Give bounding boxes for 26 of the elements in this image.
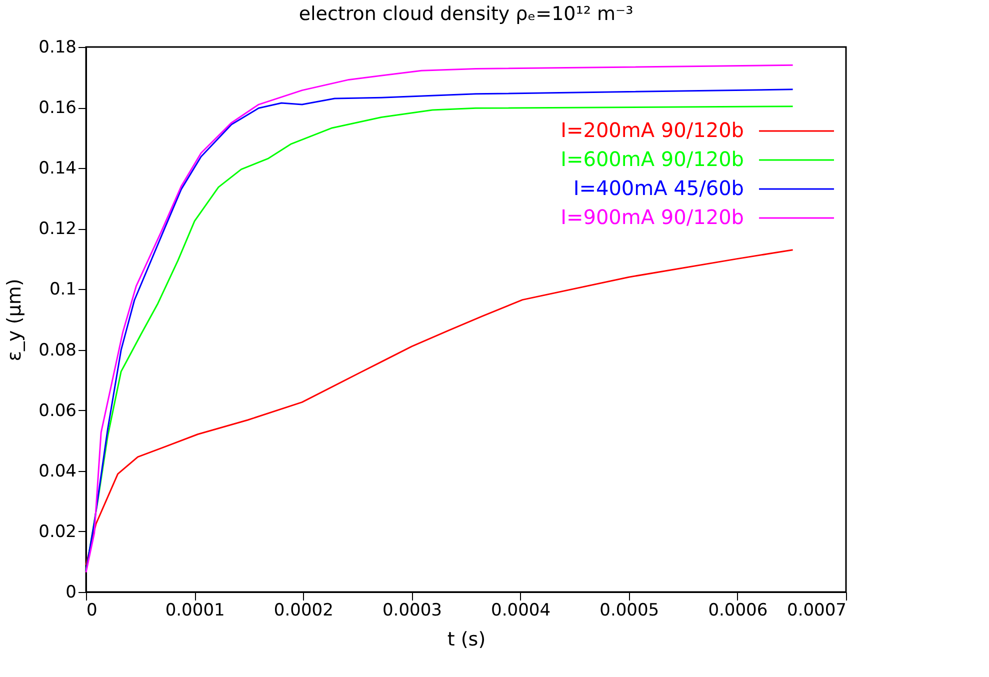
y-tick-label: 0.04 <box>38 461 76 482</box>
y-tick-label: 0.18 <box>38 38 76 58</box>
x-tick-label: 0.0007 <box>787 600 846 620</box>
y-tick-label: 0.14 <box>38 158 76 179</box>
legend-label: I=200mA 90/120b <box>560 118 744 142</box>
y-axis-title: ε_y (μm) <box>4 278 26 362</box>
y-tick-label: 0.06 <box>38 400 76 421</box>
legend-label: I=600mA 90/120b <box>560 147 744 171</box>
line-series <box>85 249 794 566</box>
chart-title: electron cloud density ρₑ=10¹² m⁻³ <box>298 3 634 25</box>
x-tick-label: 0.0004 <box>491 600 551 620</box>
y-tick-label: 0.12 <box>38 219 76 240</box>
x-tick-label: 0.0002 <box>274 600 334 620</box>
legend-label: I=400mA 45/60b <box>573 176 744 200</box>
x-tick-label: 0.0005 <box>600 600 660 620</box>
y-tick-label: 0.16 <box>38 98 76 118</box>
x-tick-label: 0 <box>86 600 98 620</box>
y-tick-label: 0.1 <box>49 280 76 300</box>
x-tick-label: 0.0006 <box>708 600 768 620</box>
y-tick-label: 0.08 <box>38 340 76 360</box>
x-axis-title: t (s) <box>447 628 486 650</box>
legend-label: I=900mA 90/120b <box>560 205 744 229</box>
y-tick-label: 0.02 <box>38 522 76 542</box>
y-tick-label: 0 <box>66 582 76 602</box>
x-tick-label: 0.0001 <box>165 600 225 620</box>
x-tick-label: 0.0003 <box>382 600 442 620</box>
